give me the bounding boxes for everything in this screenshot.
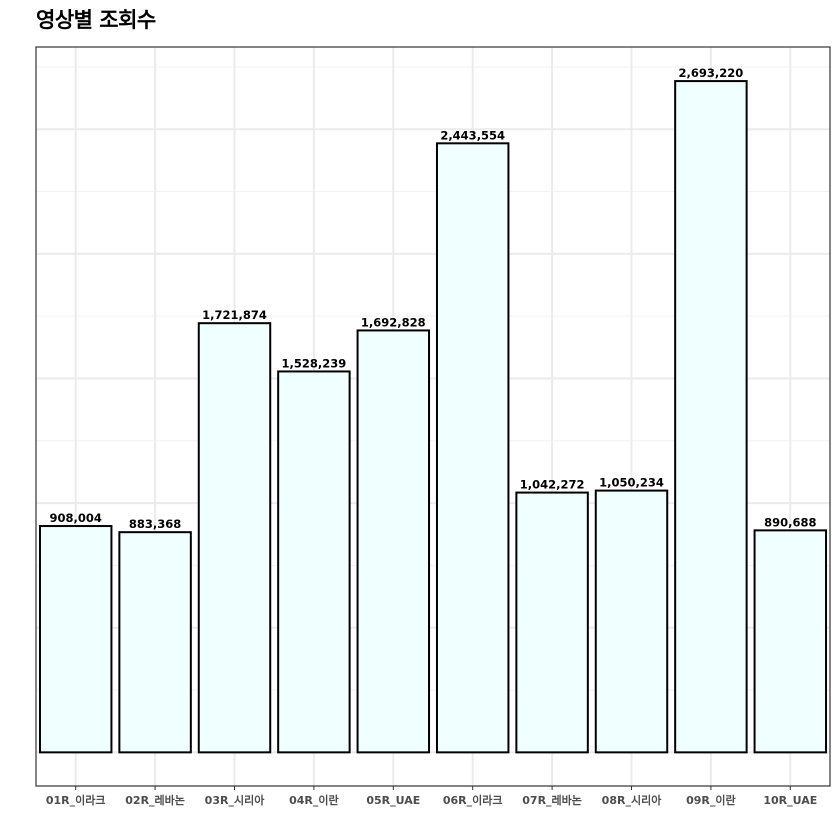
bar [38, 525, 113, 754]
bar [674, 80, 748, 754]
x-tick-label: 05R_UAE [366, 794, 420, 807]
bar [435, 142, 510, 754]
x-tick-label: 08R_시리아 [602, 793, 663, 807]
x-tick-label: 07R_레바논 [522, 793, 582, 807]
x-tick-label: 04R_이란 [289, 793, 339, 807]
data-label: 2,693,220 [679, 66, 744, 80]
data-label: 1,050,234 [599, 476, 664, 490]
data-label: 890,688 [764, 515, 816, 529]
x-tick-label: 02R_레바논 [125, 793, 185, 807]
data-label: 1,692,828 [361, 315, 426, 329]
x-tick-label: 09R_이란 [686, 793, 736, 807]
bar [356, 329, 431, 754]
bars [38, 80, 828, 754]
bar [277, 370, 351, 754]
data-label: 883,368 [129, 517, 181, 531]
data-label: 2,443,554 [440, 128, 505, 142]
bar [197, 322, 272, 754]
plot-border [35, 46, 831, 787]
bar [118, 531, 192, 754]
x-axis: 01R_이라크 02R_레바논 03R_시리아 04R_이란 05R_UAE 06R_이라… [46, 786, 817, 807]
bar [594, 489, 669, 754]
data-label: 908,004 [50, 511, 102, 525]
data-label: 1,721,874 [202, 308, 267, 322]
x-tick-label: 03R_시리아 [205, 793, 266, 807]
x-tick-label: 01R_이라크 [46, 793, 106, 807]
data-labels: 908,004 883,368 1,721,874 1,528,239 1,692,82… [50, 66, 817, 531]
x-tick-label: 10R_UAE [763, 794, 817, 807]
bar [515, 491, 589, 754]
chart-title: 영상별 조회수 [36, 8, 156, 32]
data-label: 1,042,272 [520, 478, 585, 492]
bar [753, 529, 828, 754]
data-label: 1,528,239 [282, 356, 347, 370]
x-tick-label: 06R_이라크 [443, 793, 503, 807]
